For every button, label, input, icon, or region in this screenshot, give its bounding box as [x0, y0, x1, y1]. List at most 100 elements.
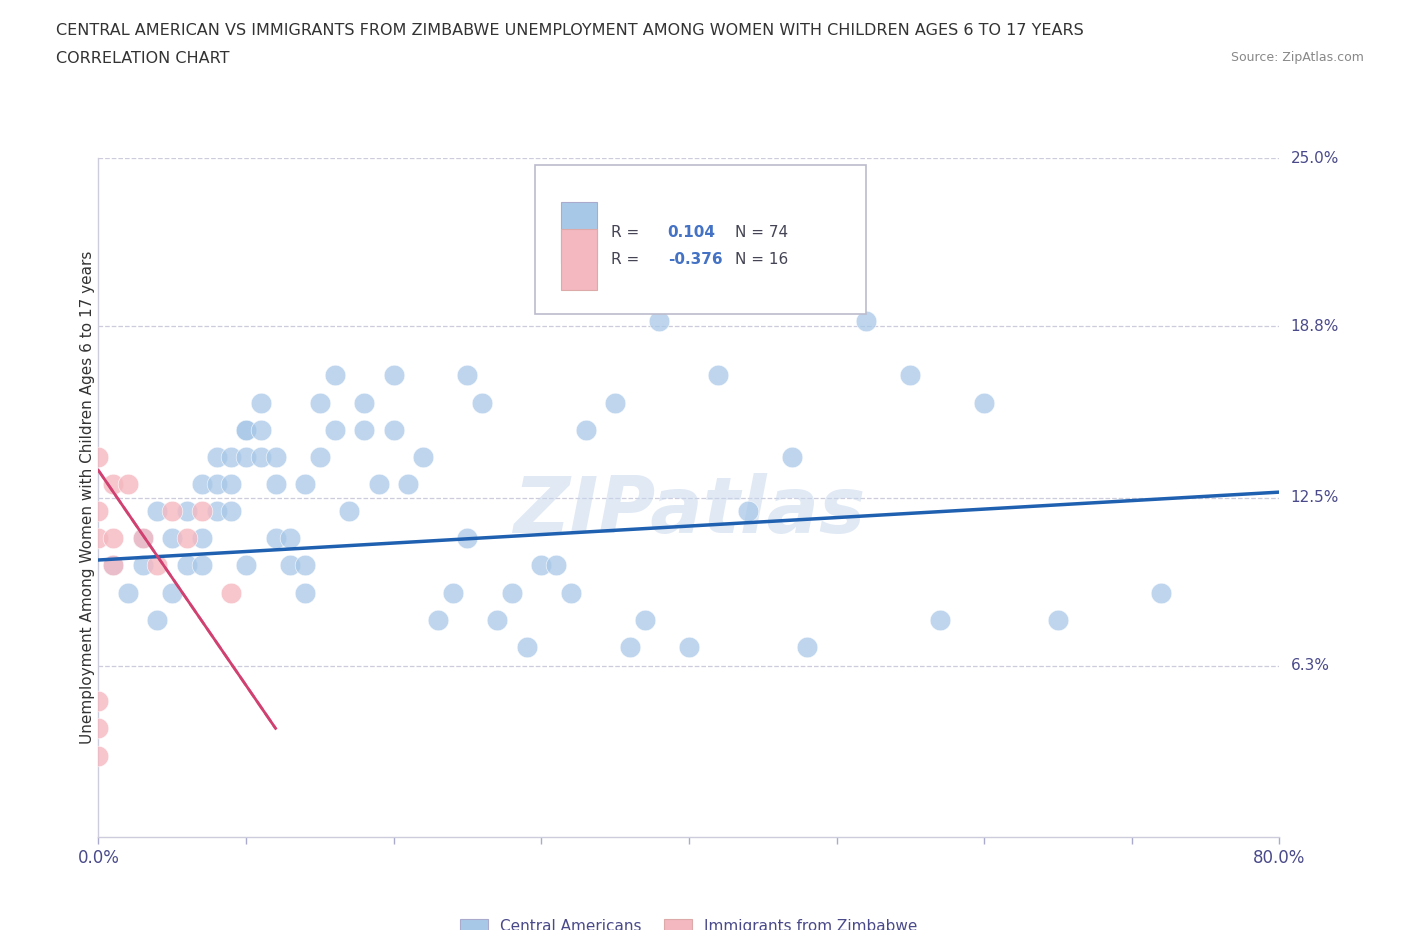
Point: [530, 558, 553, 573]
Point: [146, 612, 169, 627]
Point: [1150, 585, 1173, 600]
Point: [382, 422, 405, 437]
Point: [396, 476, 419, 491]
Point: [219, 585, 242, 600]
Point: [264, 449, 287, 464]
Point: [619, 640, 641, 655]
Point: [294, 585, 316, 600]
Point: [162, 585, 183, 600]
Point: [87, 748, 110, 763]
Point: [191, 476, 214, 491]
Point: [278, 558, 302, 573]
Point: [87, 449, 110, 464]
Point: [191, 558, 214, 573]
Point: [412, 449, 434, 464]
Bar: [561, 230, 596, 290]
Point: [456, 368, 478, 383]
Text: 0.104: 0.104: [668, 225, 716, 240]
Point: [1046, 612, 1069, 627]
Point: [103, 476, 125, 491]
Point: [382, 368, 405, 383]
Point: [825, 232, 848, 247]
Point: [250, 395, 273, 410]
Point: [235, 422, 257, 437]
Point: [250, 422, 273, 437]
Point: [633, 612, 655, 627]
Point: [678, 640, 700, 655]
Point: [737, 504, 759, 519]
Point: [456, 531, 478, 546]
Point: [87, 694, 110, 709]
Text: -0.376: -0.376: [668, 252, 723, 268]
Point: [515, 640, 537, 655]
Point: [162, 504, 183, 519]
Point: [605, 395, 627, 410]
Point: [191, 531, 214, 546]
Point: [796, 640, 818, 655]
Point: [973, 395, 995, 410]
Point: [205, 504, 228, 519]
Text: CORRELATION CHART: CORRELATION CHART: [56, 51, 229, 66]
Text: Source: ZipAtlas.com: Source: ZipAtlas.com: [1230, 51, 1364, 64]
Point: [900, 368, 922, 383]
Point: [855, 313, 877, 328]
Point: [264, 476, 287, 491]
Point: [294, 558, 316, 573]
Y-axis label: Unemployment Among Women with Children Ages 6 to 17 years: Unemployment Among Women with Children A…: [80, 251, 94, 744]
Point: [176, 558, 198, 573]
Point: [87, 531, 110, 546]
Point: [486, 612, 509, 627]
Point: [471, 395, 494, 410]
Text: R =: R =: [612, 225, 644, 240]
Point: [191, 504, 214, 519]
Point: [427, 612, 450, 627]
Point: [294, 476, 316, 491]
Point: [235, 422, 257, 437]
Point: [103, 558, 125, 573]
Point: [309, 395, 332, 410]
Point: [235, 558, 257, 573]
Point: [117, 585, 139, 600]
Text: 18.8%: 18.8%: [1291, 319, 1339, 334]
Point: [117, 476, 139, 491]
FancyBboxPatch shape: [536, 165, 866, 314]
Point: [353, 395, 375, 410]
Point: [235, 449, 257, 464]
Point: [87, 504, 110, 519]
Point: [264, 531, 287, 546]
Point: [501, 585, 523, 600]
Point: [309, 449, 332, 464]
Text: 12.5%: 12.5%: [1291, 490, 1339, 505]
Point: [87, 721, 110, 736]
Text: CENTRAL AMERICAN VS IMMIGRANTS FROM ZIMBABWE UNEMPLOYMENT AMONG WOMEN WITH CHILD: CENTRAL AMERICAN VS IMMIGRANTS FROM ZIMB…: [56, 23, 1084, 38]
Point: [103, 558, 125, 573]
Point: [278, 531, 302, 546]
Point: [132, 531, 155, 546]
Point: [205, 449, 228, 464]
Point: [162, 531, 183, 546]
Text: R =: R =: [612, 252, 644, 268]
Text: 25.0%: 25.0%: [1291, 151, 1339, 166]
Legend: Central Americans, Immigrants from Zimbabwe: Central Americans, Immigrants from Zimba…: [454, 912, 924, 930]
Point: [544, 558, 567, 573]
Point: [219, 476, 242, 491]
Text: ZIPatlas: ZIPatlas: [513, 473, 865, 549]
Point: [574, 422, 596, 437]
Point: [648, 313, 671, 328]
Point: [353, 422, 375, 437]
Point: [103, 531, 125, 546]
Point: [560, 585, 582, 600]
Point: [250, 449, 273, 464]
Point: [337, 504, 360, 519]
Point: [205, 476, 228, 491]
Point: [219, 449, 242, 464]
Point: [323, 368, 346, 383]
Point: [441, 585, 464, 600]
Point: [132, 531, 155, 546]
Point: [782, 449, 804, 464]
Point: [176, 504, 198, 519]
Text: N = 16: N = 16: [735, 252, 789, 268]
Point: [146, 504, 169, 519]
Text: N = 74: N = 74: [735, 225, 789, 240]
Point: [707, 368, 730, 383]
